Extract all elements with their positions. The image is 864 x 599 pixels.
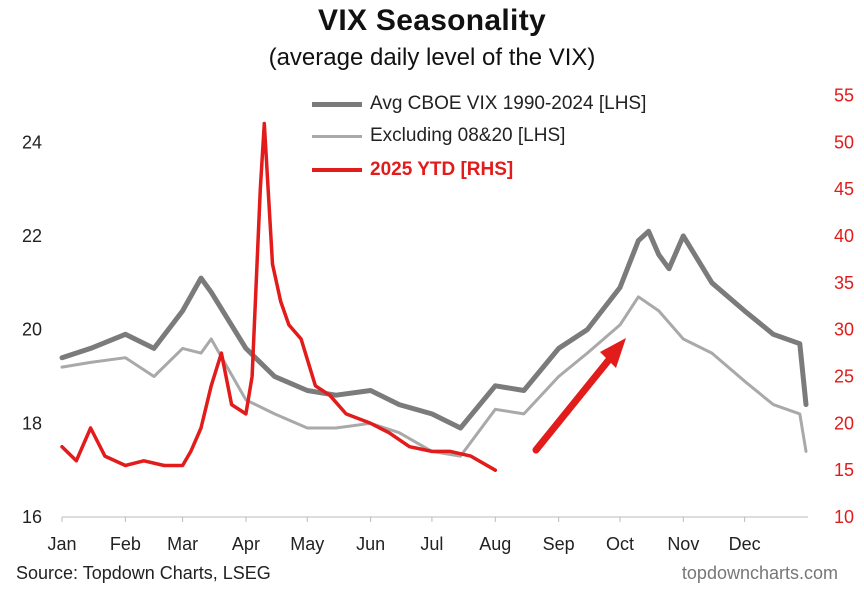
y-right-tick-label: 10 [834, 507, 854, 527]
y-right-tick-label: 30 [834, 320, 854, 340]
legend-item-2025-ytd: 2025 YTD [RHS] [312, 158, 513, 182]
y-right-tick-label: 45 [834, 179, 854, 199]
legend-label: 2025 YTD [RHS] [370, 159, 514, 180]
x-axis: Jan Feb Mar Apr May Jun Jul Aug Sep Oct Nov Dec [47, 516, 808, 554]
y-axis-left: 16 18 20 22 24 [22, 132, 42, 527]
y-right-tick-label: 15 [834, 460, 854, 480]
x-tick-label: Apr [232, 534, 260, 554]
x-tick-label: Feb [110, 534, 141, 554]
x-tick-label: Jul [420, 534, 443, 554]
legend-label: Avg CBOE VIX 1990-2024 [LHS] [370, 93, 647, 114]
x-tick-label: Sep [543, 534, 575, 554]
x-tick-label: Nov [667, 534, 699, 554]
x-tick-label: Dec [729, 534, 761, 554]
legend-item-avg-vix: Avg CBOE VIX 1990-2024 [LHS] [312, 92, 646, 116]
legend-item-excluding: Excluding 08&20 [LHS] [312, 124, 565, 148]
y-left-tick-label: 18 [22, 413, 42, 433]
series-line-1 [60, 295, 808, 458]
series-layer [59, 121, 809, 472]
x-tick-label: Mar [167, 534, 198, 554]
y-right-tick-label: 55 [834, 85, 854, 105]
y-right-tick-label: 40 [834, 226, 854, 246]
y-right-tick-label: 20 [834, 413, 854, 433]
y-right-tick-label: 35 [834, 273, 854, 293]
chart-title: VIX Seasonality [318, 4, 546, 37]
legend-swatch-avg-vix [312, 101, 362, 107]
x-tick-label: Jun [356, 534, 385, 554]
legend-swatch-2025-ytd [312, 168, 362, 172]
legend-swatch-excluding [312, 134, 362, 138]
brand-watermark: topdowncharts.com [681, 563, 838, 583]
y-left-tick-label: 20 [22, 320, 42, 340]
y-right-tick-label: 25 [834, 366, 854, 386]
series-line-2 [60, 121, 498, 472]
x-tick-label: Aug [479, 534, 511, 554]
y-left-tick-label: 22 [22, 226, 42, 246]
x-tick-label: Oct [606, 534, 634, 554]
chart-subtitle: (average daily level of the VIX) [268, 44, 596, 71]
legend-label: Excluding 08&20 [LHS] [370, 125, 566, 146]
series-line-0 [59, 228, 809, 431]
x-tick-label: May [290, 534, 324, 554]
y-axis-right: 10 15 20 25 30 35 40 45 50 55 [834, 85, 854, 527]
y-left-tick-label: 16 [22, 507, 42, 527]
x-tick-label: Jan [47, 534, 76, 554]
y-right-tick-label: 50 [834, 132, 854, 152]
y-left-tick-label: 24 [22, 132, 42, 152]
trend-arrow [532, 338, 626, 454]
source-note: Source: Topdown Charts, LSEG [16, 563, 271, 583]
